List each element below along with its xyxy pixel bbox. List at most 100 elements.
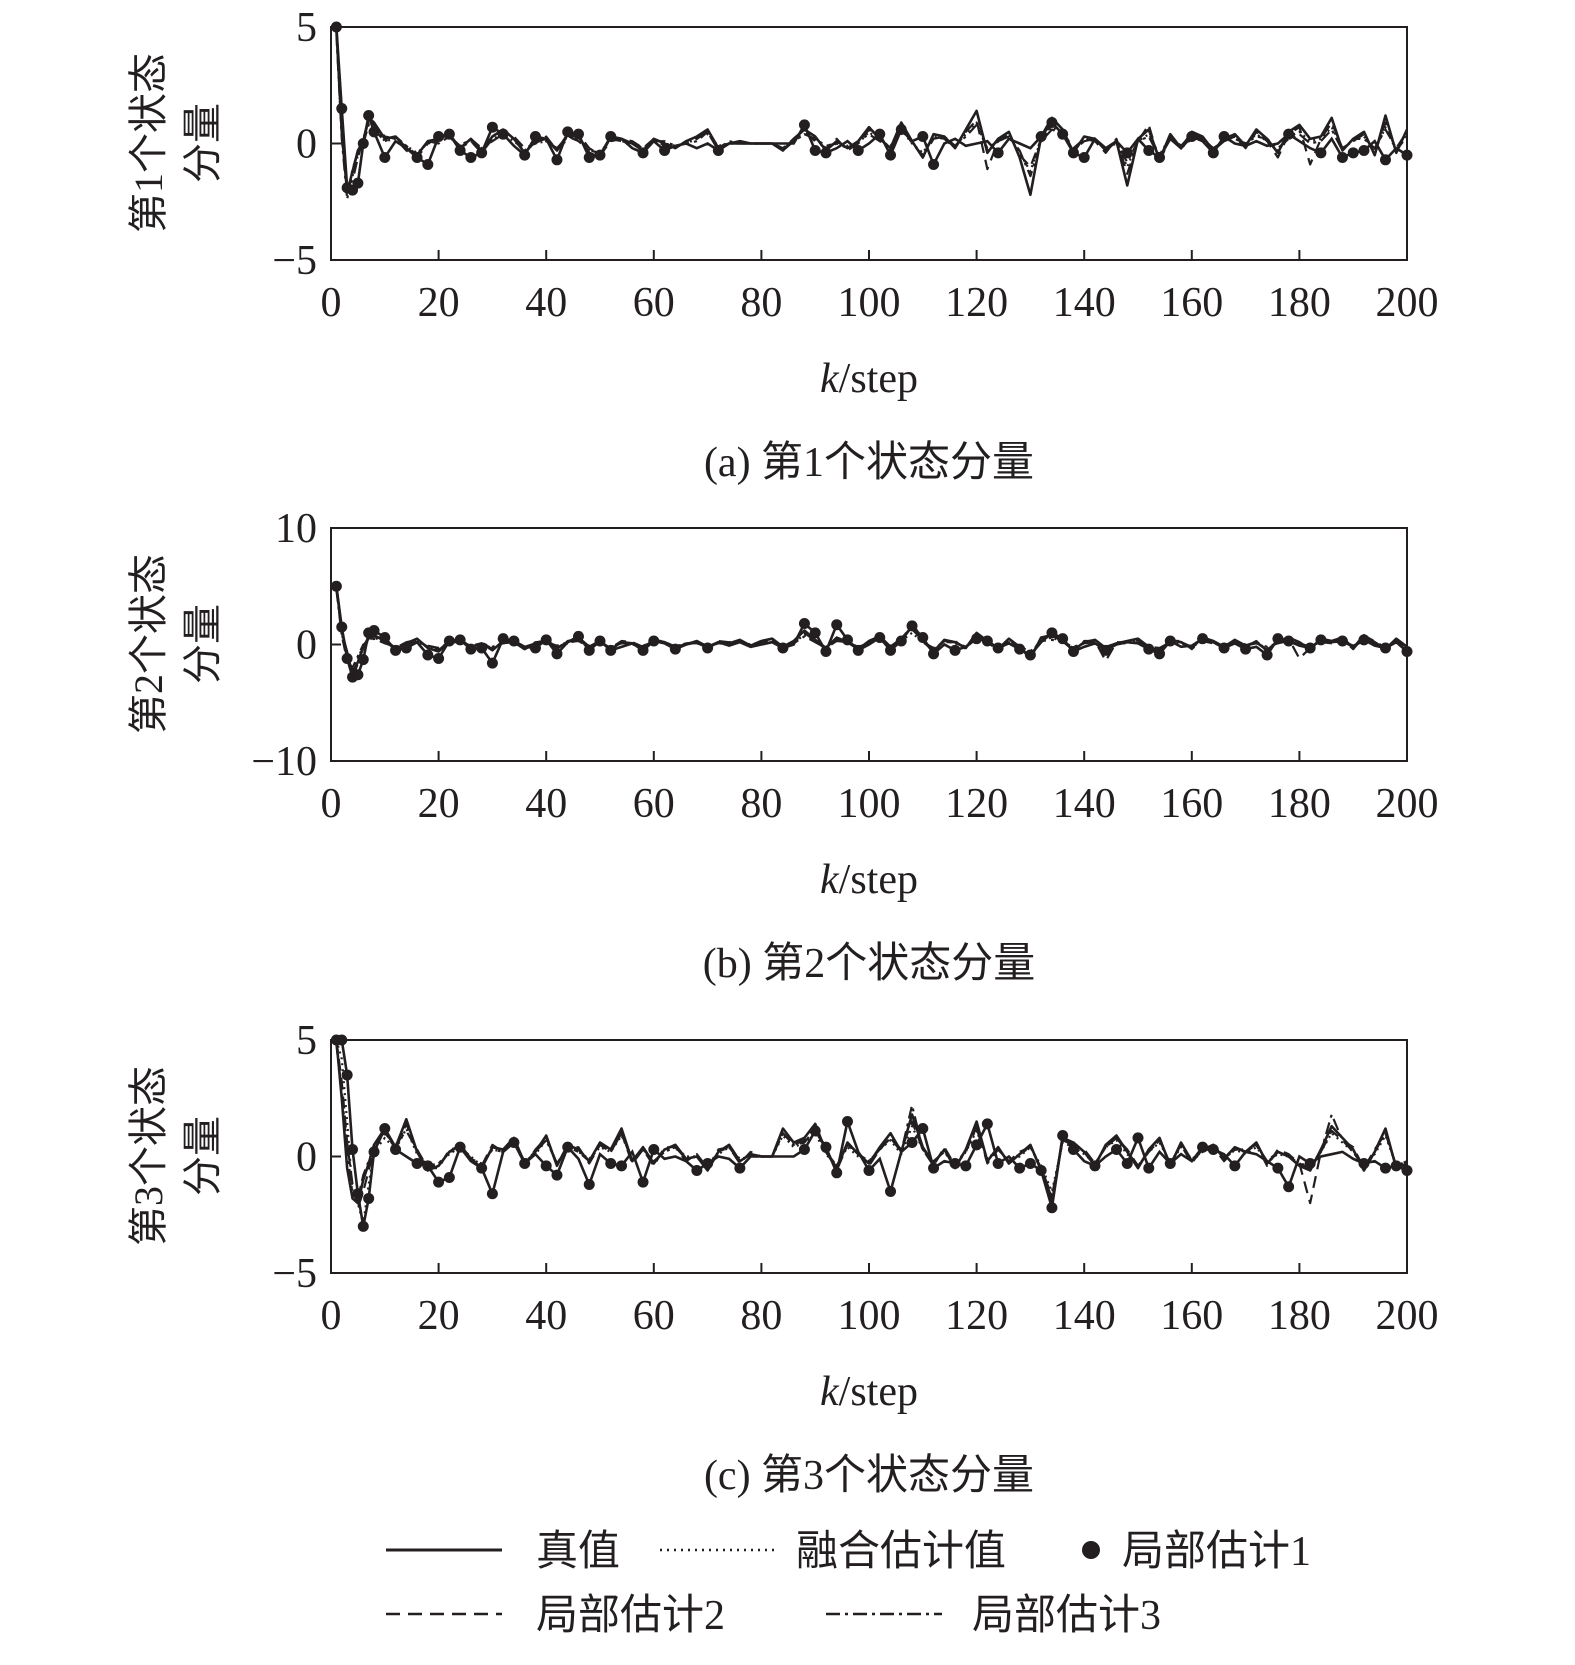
series-local1-point	[1229, 1160, 1241, 1172]
series-local1-point	[1057, 1130, 1069, 1142]
series-local1-point	[400, 642, 412, 654]
x-axis-title-variable: k	[820, 857, 840, 903]
series-local1-point	[1336, 635, 1348, 647]
series-local1-point	[831, 619, 843, 631]
legend-label-local1: 局部估计1	[1122, 1529, 1311, 1575]
series-local1-point	[1186, 131, 1198, 143]
legend-label-truth: 真值	[536, 1529, 620, 1575]
x-axis-title-variable: k	[820, 1369, 840, 1415]
series-local1-point	[702, 1157, 714, 1169]
x-tick-label: 80	[740, 1293, 782, 1339]
series-local1	[330, 1034, 1413, 1232]
series-local1-point	[379, 151, 391, 163]
series-local1-point	[852, 644, 864, 656]
series-local1-point	[390, 644, 402, 656]
x-axis-title: k/step	[820, 1369, 918, 1415]
series-local1-point	[928, 1162, 940, 1174]
series-local1	[330, 580, 1413, 683]
series-local1-point	[981, 1118, 993, 1130]
x-tick-label: 60	[633, 1293, 675, 1339]
series-local1-point	[885, 1185, 897, 1197]
tick-marks	[330, 527, 1408, 762]
y-axis-title-line-2: 分量	[180, 1116, 225, 1196]
legend: 真值 融合估计值 局部估计1 局部估计2 局部估计3	[386, 1529, 1311, 1639]
series-local1-point	[1401, 1164, 1413, 1176]
series-local1-point	[454, 634, 466, 646]
series-local1-point	[637, 1176, 649, 1188]
series-local2	[335, 29, 1408, 187]
x-tick-label: 60	[633, 781, 675, 827]
x-axis-title: k/step	[820, 356, 918, 402]
legend-swatch-local1	[1082, 1541, 1100, 1559]
series-local3	[335, 589, 1408, 669]
x-tick-label: 60	[633, 280, 675, 326]
y-axis-title-line-2: 分量	[180, 103, 225, 183]
series-local1-point	[1121, 1157, 1133, 1169]
series-local1-point	[798, 1144, 810, 1156]
series-local1-line	[335, 26, 1408, 192]
panel-a: 第1个状态 分量 k/step (a) 第1个状态分量 0 20 40 60 80 100…	[126, 5, 1439, 486]
series-local2	[335, 587, 1408, 680]
series-local1-point	[616, 1160, 628, 1172]
series-local1-point	[1207, 147, 1219, 159]
panel-caption: (c) 第3个状态分量	[704, 1453, 1034, 1499]
series-local1-point	[379, 632, 391, 644]
x-tick-label: 180	[1268, 1293, 1331, 1339]
x-tick-label: 80	[740, 280, 782, 326]
series-local1-point	[1089, 1160, 1101, 1172]
x-tick-label: 180	[1268, 280, 1331, 326]
x-axis-title-variable: k	[820, 356, 840, 402]
series-local1-point	[1110, 1144, 1122, 1156]
series-local1-point	[433, 1176, 445, 1188]
x-tick-label: 120	[945, 280, 1008, 326]
x-tick-label: 160	[1160, 1293, 1223, 1339]
series-local1-point	[583, 1178, 595, 1190]
x-tick-label: 180	[1268, 781, 1331, 827]
series-local1-point	[637, 644, 649, 656]
x-tick-label: 100	[838, 280, 901, 326]
x-tick-label: 40	[525, 781, 567, 827]
series-local1-point	[1014, 1162, 1026, 1174]
series-local1-point	[1143, 643, 1155, 655]
y-tick-label: 10	[275, 506, 317, 552]
series-local1-point	[1024, 1157, 1036, 1169]
series-local1-point	[1046, 1202, 1058, 1214]
series-local1-point	[1240, 643, 1252, 655]
series-local1-point	[551, 648, 563, 660]
series-local1-point	[379, 1123, 391, 1135]
series-fused	[335, 31, 1408, 192]
series-local1-point	[1078, 151, 1090, 163]
legend-label-local2: 局部估计2	[536, 1593, 725, 1639]
series-local1-point	[465, 151, 477, 163]
series-local1-point	[841, 1116, 853, 1128]
series-local1-point	[1261, 649, 1273, 661]
series-local1-point	[659, 144, 671, 156]
series-local1-point	[1336, 151, 1348, 163]
tick-marks	[330, 26, 1408, 261]
series-local1-point	[648, 1144, 660, 1156]
series-local1-point	[443, 1171, 455, 1183]
series-truth	[335, 26, 1409, 197]
y-axis-title-line-1: 第1个状态	[126, 53, 171, 233]
series-local1-point	[1067, 147, 1079, 159]
x-axis-title: k/step	[820, 857, 918, 903]
series-fused	[335, 1039, 1408, 1226]
series-local1-point	[1379, 1162, 1391, 1174]
series-local1-point	[529, 131, 541, 143]
series-local1-point	[363, 1192, 375, 1204]
series-local1-point	[1154, 648, 1166, 660]
series-local1	[330, 21, 1413, 196]
legend-label-fused: 融合估计值	[796, 1529, 1006, 1575]
y-tick-label: −10	[251, 739, 317, 785]
x-tick-label: 200	[1376, 280, 1439, 326]
panel-c: 第3个状态 分量 k/step (c) 第3个状态分量 0 20 40 60 80 100…	[126, 1018, 1439, 1499]
x-tick-label: 100	[838, 1293, 901, 1339]
series-local1-point	[486, 657, 498, 669]
x-tick-label: 40	[525, 280, 567, 326]
x-tick-label: 100	[838, 781, 901, 827]
series-local1-point	[486, 1188, 498, 1200]
panel-caption: (b) 第2个状态分量	[703, 941, 1035, 987]
series-local1-point	[949, 644, 961, 656]
x-tick-label: 200	[1376, 781, 1439, 827]
